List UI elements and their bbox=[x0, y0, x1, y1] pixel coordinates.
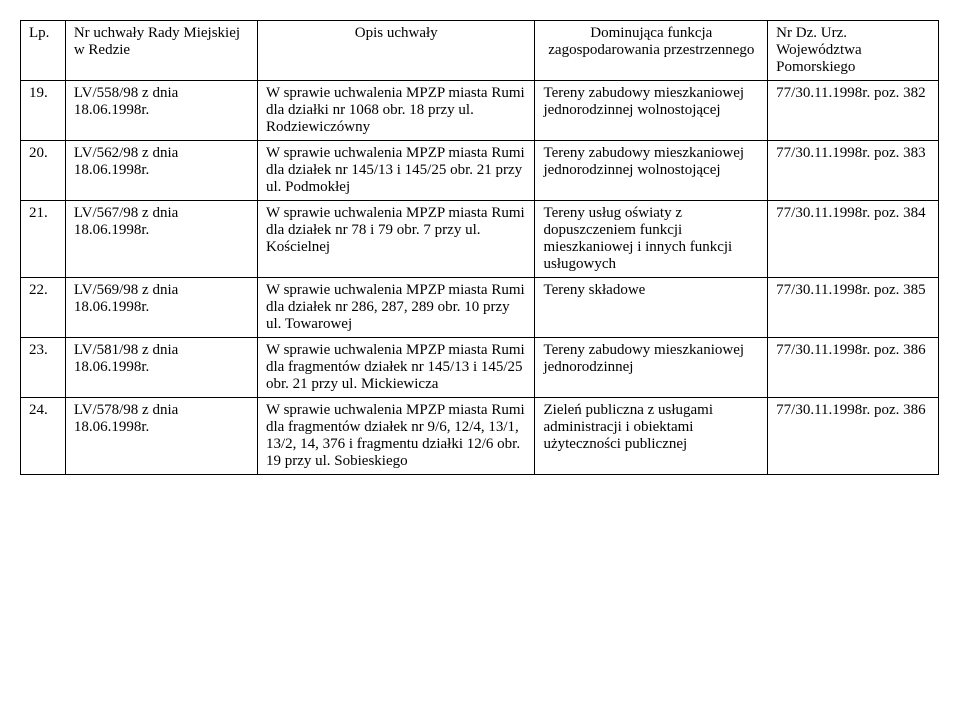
table-row: 20. LV/562/98 z dnia 18.06.1998r. W spra… bbox=[21, 141, 939, 201]
table-row: 23. LV/581/98 z dnia 18.06.1998r. W spra… bbox=[21, 338, 939, 398]
cell-dz: 77/30.11.1998r. poz. 384 bbox=[768, 201, 939, 278]
cell-fun: Tereny zabudowy mieszkaniowej jednorodzi… bbox=[535, 141, 768, 201]
col-header-opis: Opis uchwały bbox=[257, 21, 535, 81]
cell-nr: LV/562/98 z dnia 18.06.1998r. bbox=[65, 141, 257, 201]
cell-lp: 24. bbox=[21, 398, 66, 475]
col-header-fun: Dominująca funkcja zagospodarowania prze… bbox=[535, 21, 768, 81]
table-header-row: Lp. Nr uchwały Rady Miejskiej w Redzie O… bbox=[21, 21, 939, 81]
cell-opis: W sprawie uchwalenia MPZP miasta Rumi dl… bbox=[257, 141, 535, 201]
cell-dz: 77/30.11.1998r. poz. 385 bbox=[768, 278, 939, 338]
cell-nr: LV/581/98 z dnia 18.06.1998r. bbox=[65, 338, 257, 398]
cell-lp: 22. bbox=[21, 278, 66, 338]
cell-opis: W sprawie uchwalenia MPZP miasta Rumi dl… bbox=[257, 201, 535, 278]
cell-nr: LV/569/98 z dnia 18.06.1998r. bbox=[65, 278, 257, 338]
table-row: 21. LV/567/98 z dnia 18.06.1998r. W spra… bbox=[21, 201, 939, 278]
cell-opis: W sprawie uchwalenia MPZP miasta Rumi dl… bbox=[257, 81, 535, 141]
table-row: 22. LV/569/98 z dnia 18.06.1998r. W spra… bbox=[21, 278, 939, 338]
table-row: 19. LV/558/98 z dnia 18.06.1998r. W spra… bbox=[21, 81, 939, 141]
cell-dz: 77/30.11.1998r. poz. 383 bbox=[768, 141, 939, 201]
table-row: 24. LV/578/98 z dnia 18.06.1998r. W spra… bbox=[21, 398, 939, 475]
cell-lp: 23. bbox=[21, 338, 66, 398]
cell-fun: Tereny składowe bbox=[535, 278, 768, 338]
cell-opis: W sprawie uchwalenia MPZP miasta Rumi dl… bbox=[257, 338, 535, 398]
cell-lp: 20. bbox=[21, 141, 66, 201]
cell-dz: 77/30.11.1998r. poz. 386 bbox=[768, 398, 939, 475]
cell-nr: LV/578/98 z dnia 18.06.1998r. bbox=[65, 398, 257, 475]
cell-dz: 77/30.11.1998r. poz. 386 bbox=[768, 338, 939, 398]
cell-fun: Zieleń publiczna z usługami administracj… bbox=[535, 398, 768, 475]
cell-opis: W sprawie uchwalenia MPZP miasta Rumi dl… bbox=[257, 398, 535, 475]
cell-fun: Tereny zabudowy mieszkaniowej jednorodzi… bbox=[535, 81, 768, 141]
cell-opis: W sprawie uchwalenia MPZP miasta Rumi dl… bbox=[257, 278, 535, 338]
cell-lp: 19. bbox=[21, 81, 66, 141]
cell-lp: 21. bbox=[21, 201, 66, 278]
cell-nr: LV/567/98 z dnia 18.06.1998r. bbox=[65, 201, 257, 278]
cell-fun: Tereny zabudowy mieszkaniowej jednorodzi… bbox=[535, 338, 768, 398]
col-header-nr: Nr uchwały Rady Miejskiej w Redzie bbox=[65, 21, 257, 81]
cell-nr: LV/558/98 z dnia 18.06.1998r. bbox=[65, 81, 257, 141]
cell-fun: Tereny usług oświaty z dopuszczeniem fun… bbox=[535, 201, 768, 278]
resolutions-table: Lp. Nr uchwały Rady Miejskiej w Redzie O… bbox=[20, 20, 939, 475]
col-header-dz: Nr Dz. Urz. Województwa Pomorskiego bbox=[768, 21, 939, 81]
col-header-lp: Lp. bbox=[21, 21, 66, 81]
cell-dz: 77/30.11.1998r. poz. 382 bbox=[768, 81, 939, 141]
